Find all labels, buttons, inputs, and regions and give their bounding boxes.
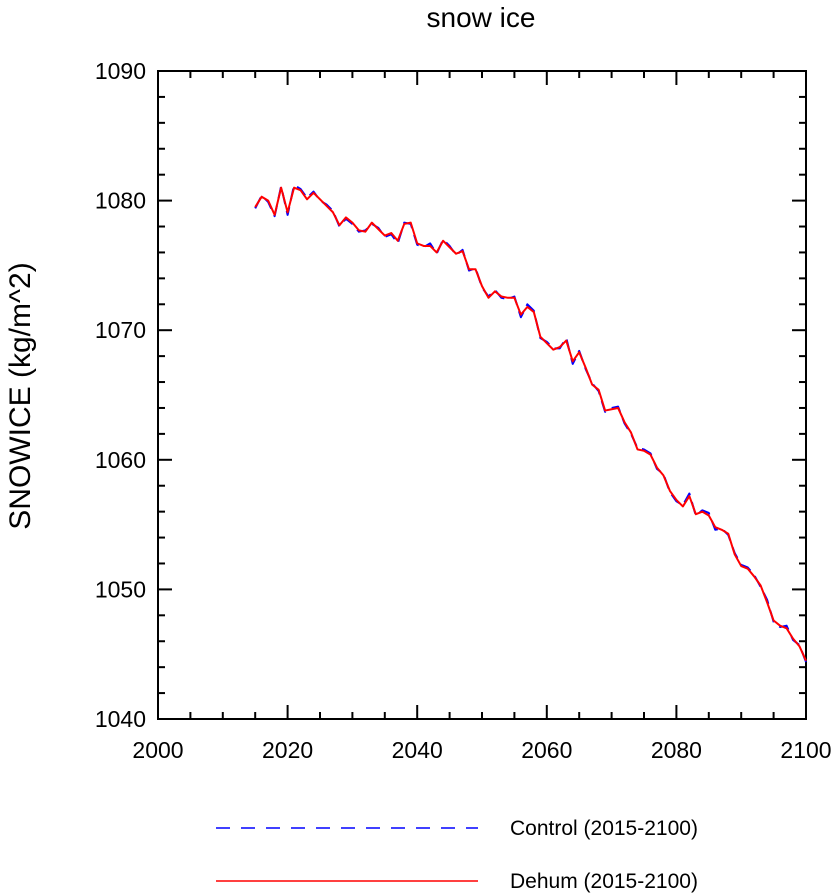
x-tick-label: 2080	[651, 737, 702, 763]
y-tick-label: 1040	[95, 706, 146, 732]
x-tick-label: 2100	[780, 737, 831, 763]
y-tick-label: 1090	[95, 58, 146, 84]
chart-title: snow ice	[427, 2, 536, 33]
x-tick-label: 2000	[132, 737, 183, 763]
y-tick-label: 1060	[95, 447, 146, 473]
x-tick-label: 2020	[262, 737, 313, 763]
series-line	[254, 186, 807, 662]
x-tick-label: 2040	[392, 737, 443, 763]
y-tick-label: 1080	[95, 188, 146, 214]
axis-ticks	[157, 70, 807, 720]
y-tick-label: 1070	[95, 317, 146, 343]
plot-frame	[157, 70, 807, 720]
x-tick-labels: 2000 2020 2040 2060 2080 2100	[132, 737, 831, 763]
legend: Control (2015-2100) Dehum (2015-2100)	[216, 817, 698, 893]
series-line	[254, 184, 807, 663]
y-tick-label: 1050	[95, 576, 146, 602]
y-axis-label: SNOWICE (kg/m^2)	[4, 262, 37, 529]
legend-label: Control (2015-2100)	[510, 817, 698, 840]
x-tick-label: 2060	[521, 737, 572, 763]
y-tick-labels: 1040 1050 1060 1070 1080 1090	[95, 58, 146, 732]
legend-label: Dehum (2015-2100)	[510, 870, 698, 893]
series-lines	[254, 184, 807, 663]
